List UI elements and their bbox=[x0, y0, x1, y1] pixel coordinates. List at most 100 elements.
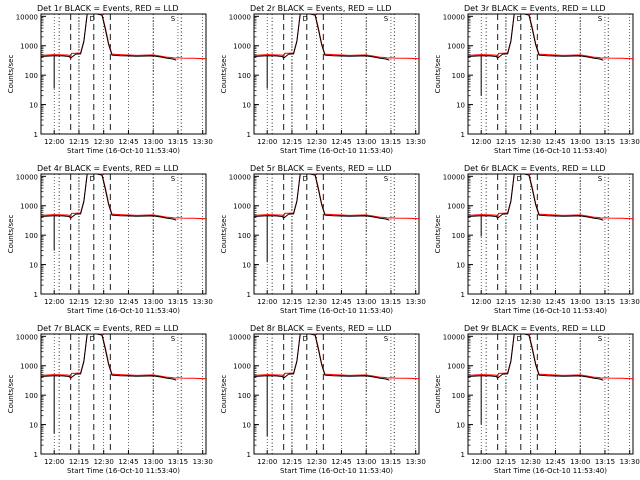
x-tick-label: 12:00 bbox=[44, 458, 64, 466]
x-axis-label: Start Time (16-Oct-10 11:53:40) bbox=[280, 307, 393, 315]
detector-panel: Det 5r BLACK = Events, RED = LLD 12:00 12:… bbox=[220, 164, 426, 315]
x-tick-label: 12:30 bbox=[521, 458, 541, 466]
x-tick-label: 12:00 bbox=[471, 458, 491, 466]
marker-label: S bbox=[171, 175, 176, 183]
x-axis-label: Start Time (16-Oct-10 11:53:40) bbox=[280, 147, 393, 155]
x-tick-label: 13:15 bbox=[168, 298, 188, 306]
y-axis-label: Counts/sec bbox=[220, 55, 228, 94]
x-tick-label: 13:00 bbox=[143, 298, 163, 306]
y-tick-label: 10 bbox=[456, 422, 465, 430]
panel-title: Det 8r BLACK = Events, RED = LLD bbox=[250, 324, 392, 333]
y-tick-label: 10000 bbox=[443, 333, 465, 341]
marker-label: S bbox=[384, 335, 389, 343]
series-lld-line bbox=[253, 13, 420, 60]
series-events-line bbox=[40, 173, 177, 221]
x-tick-label: 12:00 bbox=[257, 458, 277, 466]
x-tick-label: 12:15 bbox=[282, 458, 302, 466]
series-events-line bbox=[253, 13, 390, 61]
y-tick-label: 10 bbox=[456, 262, 465, 270]
x-tick-label: 12:45 bbox=[331, 298, 351, 306]
marker-label: D bbox=[89, 175, 94, 183]
marker-label: D bbox=[516, 175, 521, 183]
x-tick-label: 12:15 bbox=[282, 138, 302, 146]
x-tick-label: 13:30 bbox=[620, 298, 640, 306]
series-lld-line bbox=[253, 173, 420, 220]
x-tick-label: 12:45 bbox=[118, 458, 138, 466]
y-axis-label: Counts/sec bbox=[7, 215, 15, 254]
y-axis-label: Counts/sec bbox=[7, 375, 15, 414]
detector-panel: Det 7r BLACK = Events, RED = LLD 12:00 12:… bbox=[7, 324, 213, 475]
x-tick-label: 12:00 bbox=[44, 298, 64, 306]
x-tick-label: 12:45 bbox=[545, 298, 565, 306]
x-axis-label: Start Time (16-Oct-10 11:53:40) bbox=[494, 147, 607, 155]
x-tick-label: 13:30 bbox=[406, 458, 426, 466]
y-axis-label: Counts/sec bbox=[434, 215, 442, 254]
y-tick-label: 100 bbox=[452, 72, 465, 80]
panel-title: Det 9r BLACK = Events, RED = LLD bbox=[464, 324, 606, 333]
plot-frame bbox=[40, 333, 207, 455]
plot-frame bbox=[467, 13, 634, 135]
panel-title: Det 3r BLACK = Events, RED = LLD bbox=[464, 4, 606, 13]
x-tick-label: 12:00 bbox=[471, 298, 491, 306]
series-events-line bbox=[467, 333, 604, 381]
marker-label: D bbox=[302, 335, 307, 343]
y-tick-label: 1 bbox=[247, 291, 251, 299]
x-tick-label: 12:30 bbox=[307, 458, 327, 466]
y-tick-label: 1 bbox=[461, 451, 465, 459]
x-tick-label: 13:15 bbox=[168, 458, 188, 466]
x-tick-label: 12:15 bbox=[496, 298, 516, 306]
x-tick-label: 12:00 bbox=[471, 138, 491, 146]
series-events-line bbox=[40, 333, 177, 381]
panel-title: Det 1r BLACK = Events, RED = LLD bbox=[37, 4, 179, 13]
x-tick-label: 12:15 bbox=[69, 298, 89, 306]
x-tick-label: 12:15 bbox=[69, 138, 89, 146]
marker-label: S bbox=[598, 335, 603, 343]
x-tick-label: 13:15 bbox=[595, 298, 615, 306]
y-tick-label: 1 bbox=[461, 131, 465, 139]
x-axis-label: Start Time (16-Oct-10 11:53:40) bbox=[67, 307, 180, 315]
y-tick-label: 100 bbox=[238, 392, 251, 400]
y-tick-label: 1000 bbox=[20, 43, 38, 51]
marker-label: D bbox=[516, 335, 521, 343]
series-lld-line bbox=[467, 13, 634, 60]
x-tick-label: 13:30 bbox=[193, 298, 213, 306]
series-events-line bbox=[253, 333, 390, 381]
y-axis-label: Counts/sec bbox=[220, 215, 228, 254]
x-axis-label: Start Time (16-Oct-10 11:53:40) bbox=[494, 467, 607, 475]
series-events-line bbox=[467, 173, 604, 221]
y-tick-label: 100 bbox=[452, 232, 465, 240]
y-tick-label: 10000 bbox=[229, 333, 251, 341]
y-tick-label: 100 bbox=[25, 392, 38, 400]
marker-label: D bbox=[302, 175, 307, 183]
plot-frame bbox=[253, 333, 420, 455]
x-tick-label: 13:30 bbox=[193, 458, 213, 466]
y-tick-label: 100 bbox=[238, 72, 251, 80]
marker-label: D bbox=[516, 15, 521, 23]
x-tick-label: 12:15 bbox=[282, 298, 302, 306]
marker-label: S bbox=[171, 15, 176, 23]
y-tick-label: 1000 bbox=[233, 363, 251, 371]
y-tick-label: 10 bbox=[242, 102, 251, 110]
y-axis-label: Counts/sec bbox=[434, 375, 442, 414]
x-tick-label: 13:30 bbox=[620, 138, 640, 146]
y-tick-label: 1 bbox=[461, 291, 465, 299]
detector-panel: Det 9r BLACK = Events, RED = LLD 12:00 12:… bbox=[434, 324, 640, 475]
x-tick-label: 13:15 bbox=[595, 138, 615, 146]
plot-frame bbox=[467, 173, 634, 295]
x-tick-label: 13:00 bbox=[356, 138, 376, 146]
x-tick-label: 13:15 bbox=[381, 298, 401, 306]
x-tick-label: 13:00 bbox=[570, 298, 590, 306]
panel-title: Det 5r BLACK = Events, RED = LLD bbox=[250, 164, 392, 173]
marker-label: S bbox=[171, 335, 176, 343]
y-tick-label: 10000 bbox=[16, 333, 38, 341]
x-tick-label: 12:00 bbox=[257, 138, 277, 146]
y-tick-label: 100 bbox=[25, 72, 38, 80]
x-tick-label: 12:15 bbox=[69, 458, 89, 466]
detector-panel: Det 1r BLACK = Events, RED = LLD 12:00 12:… bbox=[7, 4, 213, 155]
plot-frame bbox=[467, 333, 634, 455]
x-tick-label: 12:45 bbox=[331, 138, 351, 146]
y-tick-label: 10000 bbox=[229, 173, 251, 181]
detector-panel: Det 3r BLACK = Events, RED = LLD 12:00 12:… bbox=[434, 4, 640, 155]
x-tick-label: 13:00 bbox=[143, 138, 163, 146]
